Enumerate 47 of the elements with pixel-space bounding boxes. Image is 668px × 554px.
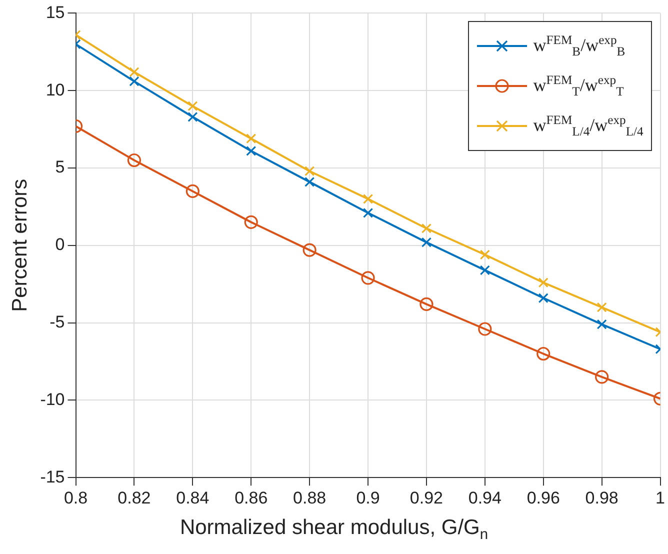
point bbox=[538, 278, 548, 288]
point bbox=[188, 101, 198, 112]
x-tick-label: 0.96 bbox=[526, 488, 560, 508]
point bbox=[246, 134, 256, 144]
point bbox=[188, 112, 198, 122]
point bbox=[538, 292, 548, 304]
point bbox=[361, 271, 375, 285]
x-tick-label: 0.92 bbox=[410, 488, 444, 508]
point bbox=[420, 297, 434, 312]
y-tick-label: 10 bbox=[46, 80, 65, 100]
y-tick-label: 0 bbox=[55, 235, 65, 254]
x-tick-label: 0.88 bbox=[293, 488, 326, 508]
point bbox=[129, 66, 140, 78]
point bbox=[480, 250, 490, 260]
x-tick-label: 0.98 bbox=[585, 488, 618, 508]
y-tick-label: -10 bbox=[40, 390, 65, 409]
point bbox=[362, 208, 374, 218]
x-tick-label: 0.94 bbox=[468, 488, 502, 508]
y-axis-title: Percent errors bbox=[8, 178, 32, 312]
x-tick-label: 0.82 bbox=[118, 488, 151, 508]
x-tick-label: 1 bbox=[656, 488, 666, 508]
point bbox=[478, 322, 492, 336]
point bbox=[596, 302, 607, 312]
x-tick-label: 0.9 bbox=[356, 488, 380, 508]
point bbox=[362, 194, 374, 204]
x-tick-label: 0.84 bbox=[176, 488, 210, 508]
x-axis-title: Normalized shear modulus, G/G$_{n}$ bbox=[178, 516, 490, 544]
point bbox=[304, 176, 315, 187]
x-tick-label: 0.8 bbox=[64, 488, 88, 508]
point bbox=[302, 243, 316, 257]
point bbox=[595, 370, 609, 384]
y-tick-label: -15 bbox=[40, 467, 65, 486]
y-tick-label: 15 bbox=[46, 2, 65, 22]
point bbox=[480, 265, 490, 276]
point bbox=[129, 76, 140, 86]
point bbox=[186, 184, 200, 198]
x-tick-label: 0.86 bbox=[234, 488, 268, 508]
point bbox=[421, 223, 432, 234]
y-tick-label: -5 bbox=[50, 312, 65, 332]
point bbox=[596, 319, 607, 330]
point bbox=[127, 153, 142, 168]
point bbox=[421, 237, 432, 248]
y-tick-label: 5 bbox=[55, 158, 65, 177]
point bbox=[246, 146, 256, 156]
point bbox=[244, 215, 258, 229]
point bbox=[304, 166, 315, 176]
point bbox=[536, 346, 550, 361]
